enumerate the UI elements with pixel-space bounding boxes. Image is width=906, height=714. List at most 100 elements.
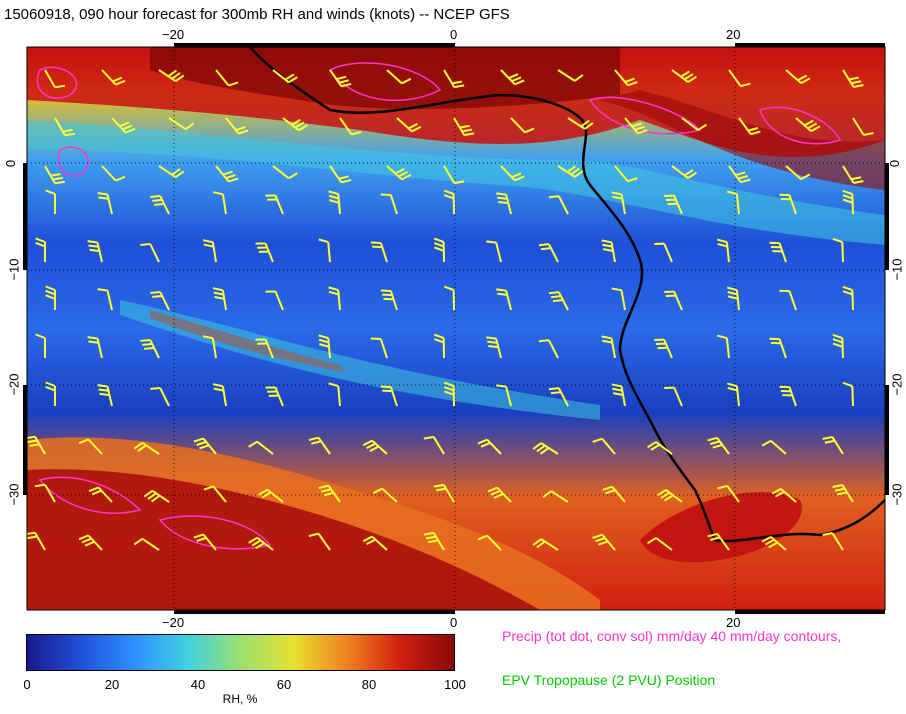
wind-barb bbox=[505, 386, 512, 407]
wind-barb bbox=[614, 165, 629, 182]
top-lon-label: −20 bbox=[162, 27, 185, 42]
wind-barb-flag bbox=[842, 381, 853, 387]
wind-barb-flag bbox=[842, 290, 853, 296]
wind-barb bbox=[379, 338, 388, 359]
wind-barb-flag bbox=[566, 165, 577, 173]
wind-barb bbox=[168, 117, 187, 131]
wind-barb-flag bbox=[602, 485, 613, 491]
wind-barb-flag bbox=[740, 178, 751, 184]
wind-barb-flag bbox=[171, 168, 181, 176]
wind-barb bbox=[726, 485, 740, 503]
wind-barb-flag bbox=[366, 538, 376, 546]
wind-barb-flag bbox=[611, 287, 622, 292]
wind-barb-flag bbox=[834, 487, 845, 492]
wind-barb-flag bbox=[142, 342, 153, 346]
wind-barb-flag bbox=[89, 248, 100, 253]
wind-barb-flag bbox=[508, 73, 519, 79]
wind-barb-flag bbox=[532, 538, 542, 546]
wind-barb-flag bbox=[612, 387, 623, 392]
wind-barb-flag bbox=[54, 180, 66, 185]
wind-barb-flag bbox=[570, 167, 580, 176]
wind-barb-flag bbox=[328, 382, 339, 388]
wind-barb-flag bbox=[428, 539, 439, 544]
wind-barb bbox=[432, 436, 445, 455]
wind-barb-flag bbox=[647, 441, 657, 449]
wind-barb-flag bbox=[338, 175, 349, 180]
wind-barb-flag bbox=[837, 491, 848, 496]
wind-barb-flag bbox=[851, 80, 862, 85]
wind-barb-flag bbox=[434, 246, 445, 252]
wind-barb-flag bbox=[496, 384, 507, 388]
wind-barb-flag bbox=[536, 540, 546, 549]
wind-barb-flag bbox=[687, 75, 697, 83]
wind-barb bbox=[681, 117, 699, 131]
wind-barb-flag bbox=[88, 486, 99, 493]
wind-barb bbox=[159, 387, 170, 407]
wind-barb-flag bbox=[288, 172, 298, 180]
wind-barb-flag bbox=[687, 171, 697, 179]
colorbar-tick-label: 60 bbox=[276, 677, 292, 692]
rh-colorbar bbox=[26, 634, 455, 671]
wind-barb-flag bbox=[261, 491, 272, 499]
wind-barb bbox=[655, 537, 673, 551]
wind-barb-flag bbox=[321, 488, 332, 493]
wind-barb-flag bbox=[454, 84, 465, 89]
wind-barb-flag bbox=[842, 285, 853, 291]
wind-barb-flag bbox=[213, 291, 224, 296]
wind-barb-flag bbox=[539, 447, 550, 455]
wind-barb-flag bbox=[498, 200, 509, 205]
wind-barb bbox=[510, 117, 526, 134]
wind-barb bbox=[495, 242, 502, 263]
wind-barb-flag bbox=[212, 383, 224, 388]
wind-barb-flag bbox=[88, 244, 99, 248]
wind-barb-flag bbox=[199, 444, 210, 450]
wind-barb-flag bbox=[660, 491, 671, 499]
left-lat-label: −10 bbox=[6, 258, 22, 281]
wind-barb-flag bbox=[140, 339, 151, 342]
wind-barb-flag bbox=[35, 237, 46, 243]
wind-barb-flag bbox=[133, 441, 143, 450]
wind-barb-flag bbox=[524, 127, 535, 134]
wind-barb bbox=[486, 534, 502, 551]
wind-barb-flag bbox=[27, 535, 38, 540]
wind-barb-flag bbox=[832, 237, 843, 243]
wind-barb-flag bbox=[797, 74, 808, 82]
wind-barb-flag bbox=[538, 339, 550, 343]
wind-barb-flag bbox=[810, 125, 821, 133]
wind-barb-flag bbox=[574, 74, 584, 82]
bottom-lon-label: 20 bbox=[726, 615, 741, 630]
wind-barb-flag bbox=[294, 121, 305, 129]
wind-barb-flag bbox=[222, 170, 233, 176]
wind-barb-flag bbox=[88, 340, 99, 344]
bottom-lon-label: 0 bbox=[450, 615, 458, 630]
wind-barb-flag bbox=[842, 194, 853, 200]
wind-barb-flag bbox=[548, 195, 560, 199]
wind-barb-flag bbox=[50, 173, 61, 177]
wind-barb-flag bbox=[140, 243, 151, 246]
wind-barb-flag bbox=[727, 386, 738, 392]
wind-barb-flag bbox=[318, 338, 329, 344]
wind-barb-flag bbox=[542, 490, 552, 498]
wind-barb-flag bbox=[248, 440, 258, 448]
wind-barb-flag bbox=[490, 489, 501, 496]
wind-barb-flag bbox=[435, 487, 447, 492]
wind-barb-flag bbox=[822, 532, 833, 536]
wind-barb bbox=[725, 338, 730, 359]
wind-barb bbox=[557, 69, 576, 82]
wind-barb-flag bbox=[97, 288, 108, 292]
wind-barb-flag bbox=[536, 444, 546, 453]
wind-barb bbox=[106, 290, 113, 311]
wind-barb-flag bbox=[680, 70, 690, 78]
wind-barb-flag bbox=[52, 176, 63, 181]
wind-barb-flag bbox=[601, 335, 612, 340]
wind-barb bbox=[339, 117, 353, 135]
wind-barb-flag bbox=[726, 382, 738, 388]
wind-barb-flag bbox=[842, 189, 853, 195]
wind-barb-flag bbox=[97, 384, 108, 388]
wind-barb-flag bbox=[584, 122, 594, 130]
wind-barb-flag bbox=[144, 346, 155, 350]
wind-barb-flag bbox=[150, 195, 161, 198]
wind-barb-flag bbox=[735, 171, 746, 177]
wind-barb-flag bbox=[727, 290, 738, 296]
wind-barb-flag bbox=[196, 440, 207, 446]
